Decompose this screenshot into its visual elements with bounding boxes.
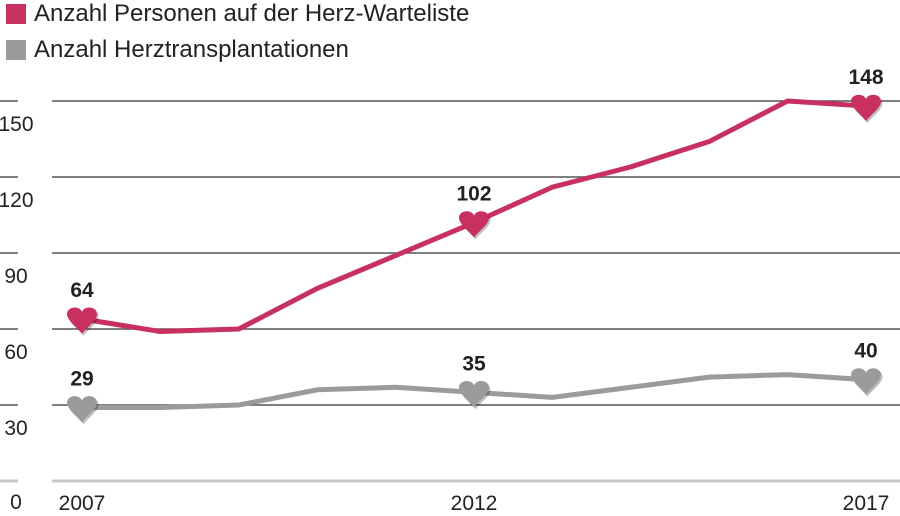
- data-label: 29: [70, 368, 93, 391]
- data-label: 148: [848, 66, 883, 89]
- y-tick-label: 60: [4, 341, 27, 364]
- legend-item-transplants: Anzahl Herztransplantationen: [6, 36, 349, 64]
- heart-icon: [67, 307, 97, 334]
- legend-swatch-transplants: [6, 40, 26, 60]
- x-tick-label: 2007: [59, 492, 106, 515]
- y-tick-label: 90: [4, 265, 27, 288]
- y-tick-label: 30: [4, 417, 27, 440]
- x-tick-label: 2017: [843, 492, 890, 515]
- heart-icon: [459, 211, 489, 238]
- y-tick-label: 0: [10, 491, 22, 514]
- legend-swatch-waitlist: [6, 4, 26, 24]
- data-label: 35: [462, 352, 486, 375]
- heart-icon: [67, 396, 97, 423]
- data-label: 64: [70, 279, 94, 302]
- heart-icon: [851, 368, 881, 395]
- heart-icon: [851, 94, 881, 122]
- legend-label-transplants: Anzahl Herztransplantationen: [34, 36, 349, 63]
- y-tick-label: 120: [0, 189, 34, 212]
- x-tick-label: 2012: [451, 492, 498, 515]
- data-label: 102: [456, 183, 491, 206]
- heart-icon: [459, 380, 489, 408]
- y-tick-label: 150: [0, 113, 34, 136]
- legend-label-waitlist: Anzahl Personen auf der Herz-Warteliste: [34, 0, 470, 27]
- legend-item-waitlist: Anzahl Personen auf der Herz-Warteliste: [6, 0, 469, 28]
- data-label: 40: [854, 340, 877, 363]
